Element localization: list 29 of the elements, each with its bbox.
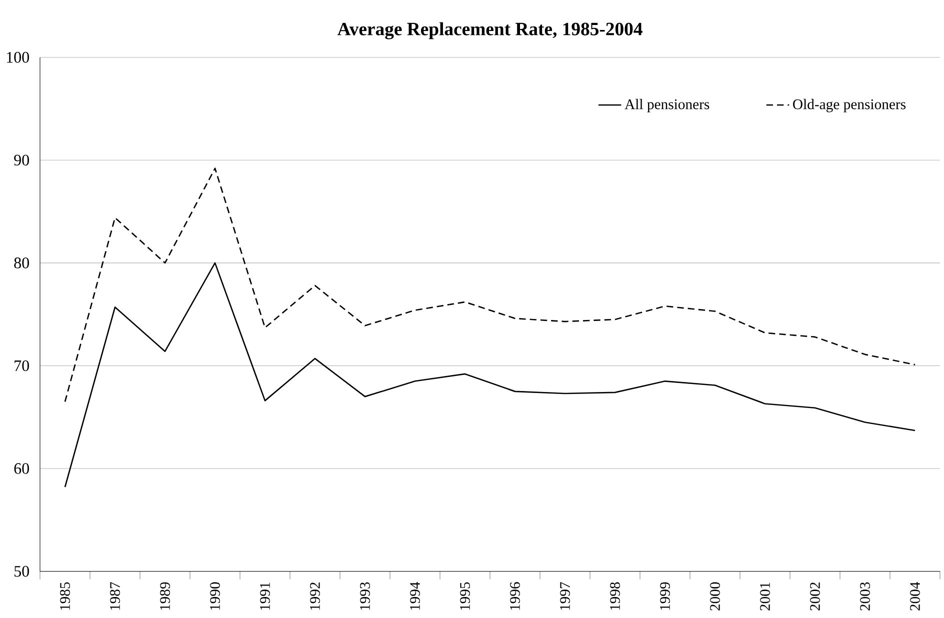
x-tick-label: 1985 bbox=[60, 582, 70, 610]
x-tick-label: 2003 bbox=[860, 582, 870, 610]
y-tick-label: 60 bbox=[14, 463, 29, 474]
x-tick-label: 2002 bbox=[810, 582, 820, 610]
x-tick-label: 2001 bbox=[760, 582, 770, 610]
x-tick-label: 1990 bbox=[210, 582, 220, 610]
legend-label: All pensioners bbox=[624, 98, 710, 112]
x-tick-label: 1992 bbox=[310, 582, 320, 610]
y-tick-label: 90 bbox=[14, 154, 29, 166]
x-tick-label: 2004 bbox=[910, 582, 920, 610]
x-tick-label: 1987 bbox=[110, 582, 120, 610]
x-tick-label: 2000 bbox=[710, 582, 720, 610]
y-tick-label: 100 bbox=[7, 52, 29, 63]
x-tick-label: 1998 bbox=[610, 582, 620, 610]
x-tick-label: 1989 bbox=[160, 582, 170, 610]
line-series bbox=[64, 168, 916, 402]
x-tick-label: 1994 bbox=[410, 582, 420, 610]
chart-title: Average Replacement Rate, 1985-2004 bbox=[337, 22, 642, 40]
y-tick-label: 50 bbox=[14, 566, 29, 577]
x-tick-label: 1999 bbox=[660, 582, 670, 610]
x-tick-label: 1996 bbox=[510, 582, 520, 610]
x-tick-label: 1991 bbox=[260, 582, 270, 610]
x-tick-label: 1997 bbox=[560, 582, 570, 610]
line-series bbox=[64, 262, 916, 488]
y-tick-label: 70 bbox=[14, 360, 29, 372]
legend-label: Old-age pensioners bbox=[793, 98, 906, 112]
x-tick-label: 1995 bbox=[460, 582, 470, 610]
x-tick-label: 1993 bbox=[360, 582, 370, 610]
y-tick-label: 80 bbox=[14, 258, 29, 268]
